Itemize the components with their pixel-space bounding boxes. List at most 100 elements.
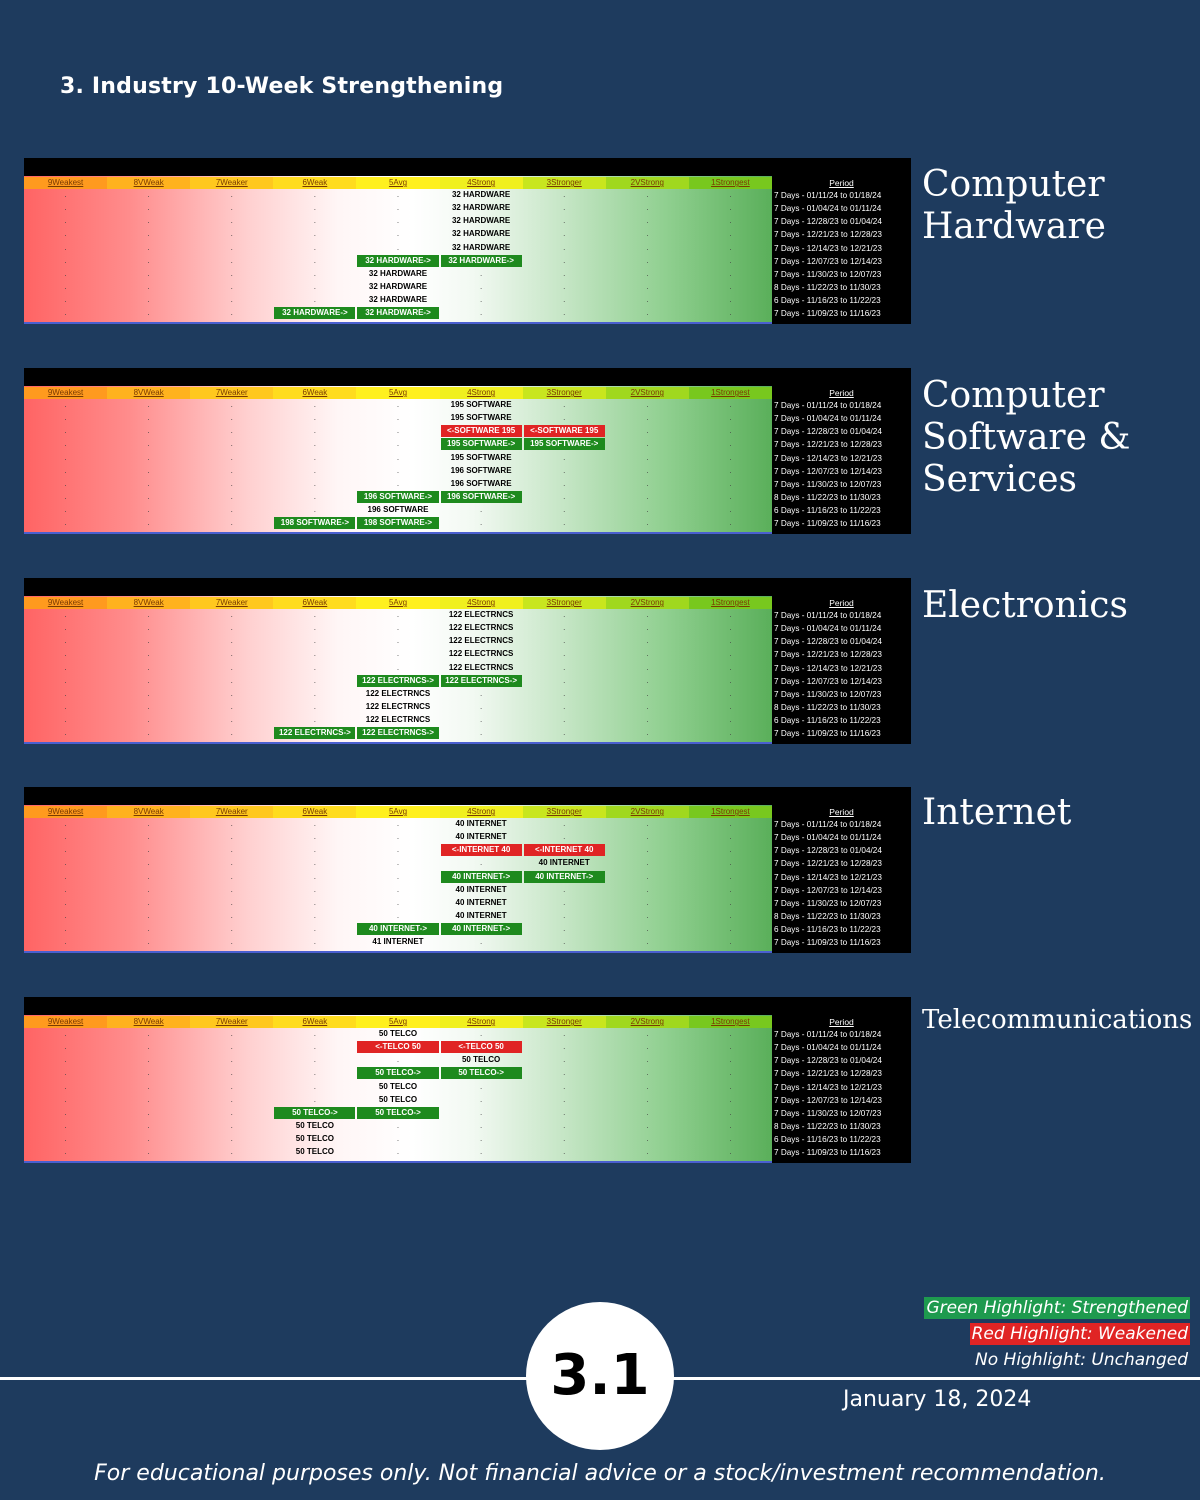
period-label: 7 Days - 12/21/23 to 12/28/23 bbox=[774, 650, 882, 660]
empty-cell: . bbox=[396, 1121, 400, 1131]
empty-cell: . bbox=[230, 295, 233, 305]
empty-cell: . bbox=[563, 1068, 566, 1078]
empty-cell: . bbox=[396, 1055, 400, 1065]
empty-cell: . bbox=[313, 1068, 316, 1078]
empty-cell: . bbox=[64, 1147, 67, 1157]
empty-cell: . bbox=[396, 911, 400, 921]
strengthened-cell: 195 SOFTWARE-> bbox=[523, 438, 605, 451]
period-header: Period bbox=[829, 178, 854, 188]
column-header: 1Strongest bbox=[688, 1016, 772, 1028]
empty-cell: . bbox=[479, 518, 483, 528]
empty-cell: . bbox=[729, 492, 732, 502]
period-label: 7 Days - 01/04/24 to 01/11/24 bbox=[774, 833, 882, 843]
empty-cell: . bbox=[479, 308, 483, 318]
column-header: 9Weakest bbox=[24, 387, 108, 399]
empty-cell: . bbox=[729, 1068, 732, 1078]
empty-cell: . bbox=[313, 884, 316, 894]
empty-cell: . bbox=[729, 819, 732, 828]
empty-cell: . bbox=[64, 623, 67, 633]
empty-cell: . bbox=[230, 911, 233, 921]
empty-cell: . bbox=[147, 492, 150, 502]
empty-cell: . bbox=[313, 1055, 316, 1065]
industry-cell: 32 HARDWARE bbox=[451, 203, 511, 213]
empty-cell: . bbox=[646, 610, 649, 619]
period-label: 7 Days - 01/11/24 to 01/18/24 bbox=[774, 611, 882, 620]
empty-cell: . bbox=[147, 1094, 150, 1104]
empty-cell: . bbox=[729, 229, 732, 239]
report-date: January 18, 2024 bbox=[843, 1387, 1032, 1412]
empty-cell: . bbox=[313, 702, 316, 712]
empty-cell: . bbox=[563, 610, 566, 619]
column-header: 2VStrong bbox=[605, 597, 689, 609]
empty-cell: . bbox=[563, 662, 566, 672]
industry-cell: 40 INTERNET bbox=[455, 911, 507, 921]
empty-cell: . bbox=[64, 636, 67, 646]
empty-cell: . bbox=[646, 216, 649, 226]
empty-cell: . bbox=[64, 845, 67, 855]
empty-cell: . bbox=[147, 216, 150, 226]
period-label: 7 Days - 12/07/23 to 12/14/23 bbox=[774, 466, 882, 476]
column-header: 9Weakest bbox=[24, 177, 108, 189]
industry-cell: 122 ELECTRNCS bbox=[365, 688, 431, 698]
empty-cell: . bbox=[230, 426, 233, 436]
industry-cell: 196 SOFTWARE bbox=[367, 505, 429, 515]
empty-cell: . bbox=[729, 518, 732, 528]
empty-cell: . bbox=[147, 1042, 150, 1052]
empty-cell: . bbox=[147, 400, 150, 409]
empty-cell: . bbox=[64, 255, 67, 265]
empty-cell: . bbox=[64, 610, 67, 619]
empty-cell: . bbox=[563, 518, 566, 528]
empty-cell: . bbox=[646, 1055, 649, 1065]
empty-cell: . bbox=[230, 242, 233, 252]
empty-cell: . bbox=[230, 308, 233, 318]
column-header: 7Weaker bbox=[190, 806, 274, 818]
empty-cell: . bbox=[313, 505, 316, 515]
industry-cell: 196 SOFTWARE bbox=[450, 478, 512, 488]
empty-cell: . bbox=[646, 229, 649, 239]
period-label: 7 Days - 12/28/23 to 01/04/24 bbox=[774, 1056, 882, 1066]
empty-cell: . bbox=[147, 715, 150, 725]
column-header: 7Weaker bbox=[190, 177, 274, 189]
empty-cell: . bbox=[230, 1068, 233, 1078]
empty-cell: . bbox=[313, 623, 316, 633]
empty-cell: . bbox=[313, 662, 316, 672]
column-header: 6Weak bbox=[273, 177, 357, 189]
empty-cell: . bbox=[729, 858, 732, 868]
column-header: 4Strong bbox=[439, 387, 523, 399]
empty-cell: . bbox=[646, 911, 649, 921]
empty-cell: . bbox=[64, 702, 67, 712]
column-header: 6Weak bbox=[273, 806, 357, 818]
empty-cell: . bbox=[230, 688, 233, 698]
period-label: 7 Days - 11/30/23 to 12/07/23 bbox=[774, 269, 882, 279]
empty-cell: . bbox=[479, 728, 483, 738]
strengthened-cell: 122 ELECTRNCS-> bbox=[357, 727, 439, 740]
empty-cell: . bbox=[147, 728, 150, 738]
empty-cell: . bbox=[646, 426, 649, 436]
industry-cell: 32 HARDWARE bbox=[451, 229, 511, 239]
empty-cell: . bbox=[646, 465, 649, 475]
empty-cell: . bbox=[396, 610, 400, 619]
empty-cell: . bbox=[563, 649, 566, 659]
column-header: 8VWeak bbox=[107, 177, 191, 189]
table-bottom-border bbox=[24, 532, 772, 534]
period-label: 7 Days - 12/14/23 to 12/21/23 bbox=[774, 243, 882, 253]
empty-cell: . bbox=[479, 858, 483, 868]
empty-cell: . bbox=[646, 1068, 649, 1078]
empty-cell: . bbox=[729, 190, 732, 199]
sector-title: Computer Software & Services bbox=[922, 375, 1131, 500]
empty-cell: . bbox=[230, 478, 233, 488]
empty-cell: . bbox=[313, 911, 316, 921]
period-label: 7 Days - 11/30/23 to 12/07/23 bbox=[774, 689, 882, 699]
empty-cell: . bbox=[147, 911, 150, 921]
empty-cell: . bbox=[729, 1147, 732, 1157]
empty-cell: . bbox=[313, 426, 316, 436]
empty-cell: . bbox=[230, 492, 233, 502]
empty-cell: . bbox=[563, 465, 566, 475]
empty-cell: . bbox=[147, 819, 150, 828]
empty-cell: . bbox=[147, 924, 150, 934]
empty-cell: . bbox=[646, 623, 649, 633]
empty-cell: . bbox=[313, 492, 316, 502]
empty-cell: . bbox=[230, 1042, 233, 1052]
empty-cell: . bbox=[563, 1042, 566, 1052]
industry-cell: 32 HARDWARE bbox=[368, 282, 428, 292]
